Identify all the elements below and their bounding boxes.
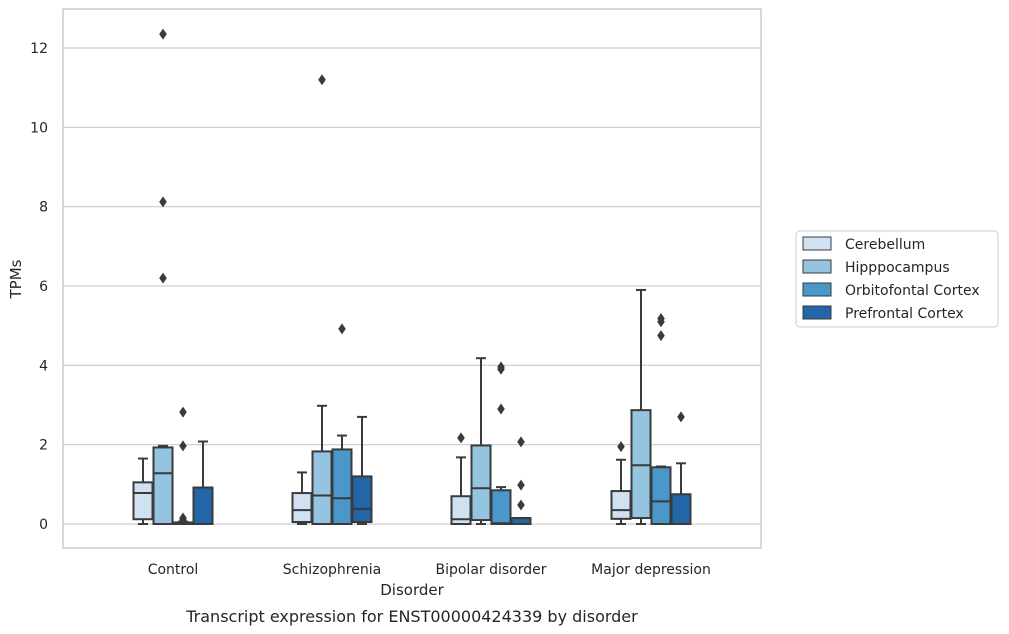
y-tick-label: 12 [30,41,48,57]
outlier-point [517,436,525,448]
box-3-2 [510,436,532,525]
box-3-1 [351,415,373,525]
legend-entry: Hipppocampus [845,260,950,276]
y-tick-label: 4 [39,358,48,374]
outlier-point [179,512,187,524]
box-3-3 [670,411,692,525]
box [152,446,174,525]
box [470,444,492,522]
box-2-1 [331,323,353,525]
box-0-2 [450,432,472,526]
y-tick-label: 10 [30,120,48,136]
box-0-3 [610,441,632,525]
x-tick-label: Bipolar disorder [435,562,546,578]
y-tick-labels: 0 2 4 6 8 10 12 [30,41,48,533]
box [331,448,353,525]
y-tick-label: 2 [39,438,48,454]
y-tick-label: 8 [39,200,48,216]
x-tick-label: Control [148,562,199,578]
outlier-point [657,330,665,342]
outlier-point [517,479,525,491]
outlier-point [338,323,346,335]
box-1-2 [470,357,492,525]
outlier-point [657,313,665,325]
outlier-point [497,403,505,415]
box [490,489,512,525]
box [192,486,214,525]
grid-lines [63,47,761,525]
legend-swatch [802,259,832,274]
box [132,481,154,521]
box-2-0 [172,406,194,526]
x-tick-label: Schizophrenia [283,562,381,578]
box [670,493,692,525]
box-1-3 [630,288,652,525]
box-1-0 [152,28,174,525]
outlier-point [179,406,187,418]
plot-frame [62,8,762,549]
box [610,490,632,520]
box [311,450,333,525]
y-tick-label: 6 [39,279,48,295]
box-2-3 [650,313,672,526]
outlier-point [517,499,525,511]
outlier-point [497,361,505,373]
outlier-point [159,196,167,208]
box [630,409,652,520]
box-3-0 [192,440,214,525]
outlier-point [179,440,187,452]
legend-swatch [802,236,832,251]
outlier-point [617,441,625,453]
box [351,475,373,524]
box-1-1 [311,74,333,525]
x-tick-labels: Control Schizophrenia Bipolar disorder Majo… [148,562,711,578]
outlier-point [677,411,685,423]
y-axis-label: TPMs [7,259,25,299]
legend: Cerebellum Hipppocampus Orbitofontal Corte… [795,230,999,328]
box-2-2 [490,361,512,525]
outlier-point [159,28,167,40]
box-0-0 [132,457,154,525]
box [650,466,672,526]
legend-entry: Orbitofontal Cortex [845,283,980,299]
box-0-1 [291,471,313,525]
legend-entry: Cerebellum [845,237,925,253]
outlier-point [457,432,465,444]
legend-swatch [802,282,832,297]
chart-caption: Transcript expression for ENST0000042433… [185,607,638,626]
box [291,492,313,524]
legend-frame [795,230,999,328]
x-axis-label: Disorder [380,581,444,599]
x-tick-label: Major depression [591,562,711,578]
legend-entry: Prefrontal Cortex [845,306,964,322]
outlier-point [318,74,326,86]
outlier-point [159,272,167,284]
legend-swatch [802,305,832,320]
box-plot-marks [132,28,692,526]
y-tick-label: 0 [39,517,48,533]
